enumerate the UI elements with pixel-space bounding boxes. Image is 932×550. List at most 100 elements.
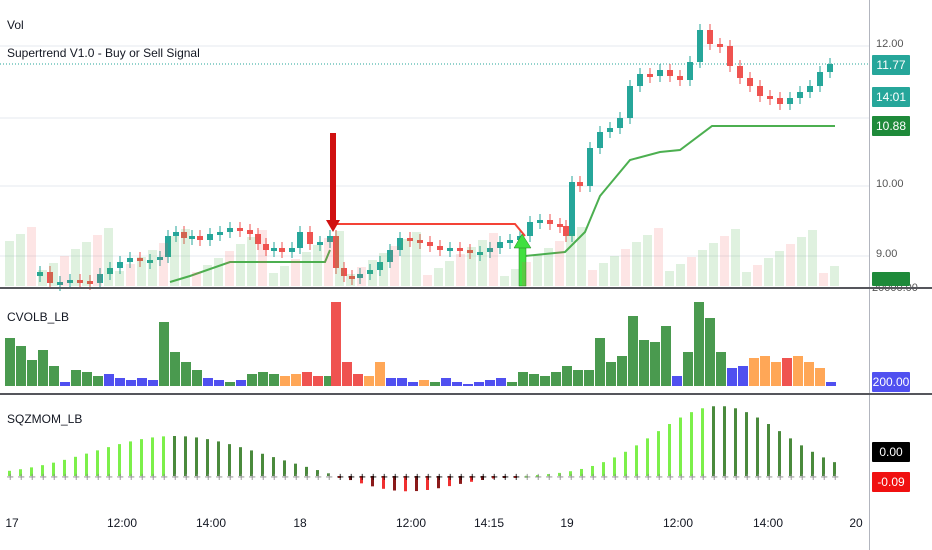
sqz-bar xyxy=(800,445,803,476)
main-volume-bar xyxy=(390,246,399,286)
sqz-bar xyxy=(448,476,451,487)
sqz-bar xyxy=(184,436,187,476)
cvol-bar xyxy=(529,374,539,386)
candle-body xyxy=(657,70,663,76)
sqz-cross: + xyxy=(622,472,630,483)
main-volume-bar xyxy=(214,258,223,286)
cvol-pane-title[interactable]: CVOLB_LB xyxy=(7,310,70,324)
main-volume-bar xyxy=(456,254,465,286)
cvol-bar xyxy=(573,370,583,386)
main-volume-bar xyxy=(170,236,179,286)
cvol-bar xyxy=(540,376,550,386)
supertrend-indicator-title[interactable]: Supertrend V1.0 - Buy or Sell Signal xyxy=(7,46,200,60)
cvol-bar xyxy=(474,382,484,386)
cvol-bar xyxy=(203,378,213,386)
candle-body xyxy=(507,240,513,243)
sqz-cross: + xyxy=(699,472,707,483)
cvol-bar xyxy=(104,374,114,386)
sqz-bar xyxy=(613,457,616,476)
candle-body xyxy=(487,248,493,252)
cvol-bar xyxy=(181,362,191,386)
sqz-cross: + xyxy=(369,472,377,483)
main-volume-bar xyxy=(434,268,443,286)
sqz-cross: + xyxy=(193,472,201,483)
candle-body xyxy=(67,280,73,283)
sqz-bar xyxy=(745,412,748,476)
candle-body xyxy=(667,70,673,76)
main-volume-bar xyxy=(38,270,47,286)
candle-body xyxy=(427,242,433,246)
sqz-bar xyxy=(360,476,363,484)
sqz-bar xyxy=(195,437,198,476)
cvol-bar xyxy=(342,362,352,386)
sqz-bar xyxy=(63,459,66,476)
sell-signal-arrow-shaft xyxy=(330,133,336,223)
sqz-bar xyxy=(503,476,506,478)
candle-body xyxy=(307,232,313,244)
candle-body xyxy=(569,182,575,236)
cvol-bar xyxy=(562,366,572,386)
sqz-cross: + xyxy=(391,472,399,483)
sqz-cross: + xyxy=(39,472,47,483)
candle-body xyxy=(497,242,503,248)
main-volume-bar xyxy=(819,273,828,286)
cvol-bar xyxy=(749,358,759,386)
main-volume-bar xyxy=(731,229,740,286)
candle-body xyxy=(387,250,393,262)
sqz-cross: + xyxy=(116,472,124,483)
main-volume-bar xyxy=(82,242,91,286)
candle-body xyxy=(757,86,763,96)
candle-body xyxy=(437,246,443,250)
cvol-bar xyxy=(214,380,224,386)
sqz-cross: + xyxy=(589,472,597,483)
main-volume-bar xyxy=(346,274,355,286)
candle-body xyxy=(797,92,803,98)
sqz-bar xyxy=(492,476,495,479)
sqz-bar xyxy=(701,408,704,476)
candle-body xyxy=(37,272,43,276)
candle-body xyxy=(417,240,423,243)
candle-body xyxy=(397,238,403,250)
sqz-bar xyxy=(162,436,165,476)
candle-body xyxy=(467,250,473,253)
cvol-bar xyxy=(375,362,385,386)
sqz-bar xyxy=(250,450,253,476)
sqz-cross: + xyxy=(743,472,751,483)
sqz-cross: + xyxy=(655,472,663,483)
candle-body xyxy=(827,64,833,72)
sqz-cross: + xyxy=(468,472,476,483)
sqz-bar xyxy=(811,451,814,476)
pane-separator-2[interactable] xyxy=(0,393,932,395)
candle-body xyxy=(189,236,195,239)
cvol-bar xyxy=(386,378,396,386)
candle-body xyxy=(117,262,123,268)
candle-body xyxy=(107,268,113,274)
cvol-bar xyxy=(430,382,440,386)
cvol-bar xyxy=(71,370,81,386)
sqz-cross: + xyxy=(259,472,267,483)
candle-body xyxy=(349,276,355,279)
cvol-bar xyxy=(804,362,814,386)
candle-body xyxy=(563,226,569,236)
candle-body xyxy=(297,232,303,248)
sqzmom-pane-title[interactable]: SQZMOM_LB xyxy=(7,412,83,426)
cvol-bar xyxy=(397,378,407,386)
sqz-bar xyxy=(580,468,583,476)
pane-separator-1[interactable] xyxy=(0,287,932,289)
main-volume-bar xyxy=(335,231,344,286)
main-volume-bar xyxy=(445,261,454,286)
main-volume-bar xyxy=(16,234,25,286)
sqz-value-tag: -0.09 xyxy=(872,472,910,492)
time-label-18: 18 xyxy=(293,516,307,530)
sqz-bar xyxy=(459,476,462,484)
sqz-bar xyxy=(272,457,275,476)
candle-body xyxy=(367,270,373,274)
main-volume-bar xyxy=(643,235,652,286)
main-volume-bar xyxy=(500,276,509,286)
cvol-bar xyxy=(126,380,136,386)
candle-body xyxy=(157,257,163,260)
time-label-1200-b: 12:00 xyxy=(395,516,427,530)
candle-body xyxy=(271,248,277,251)
